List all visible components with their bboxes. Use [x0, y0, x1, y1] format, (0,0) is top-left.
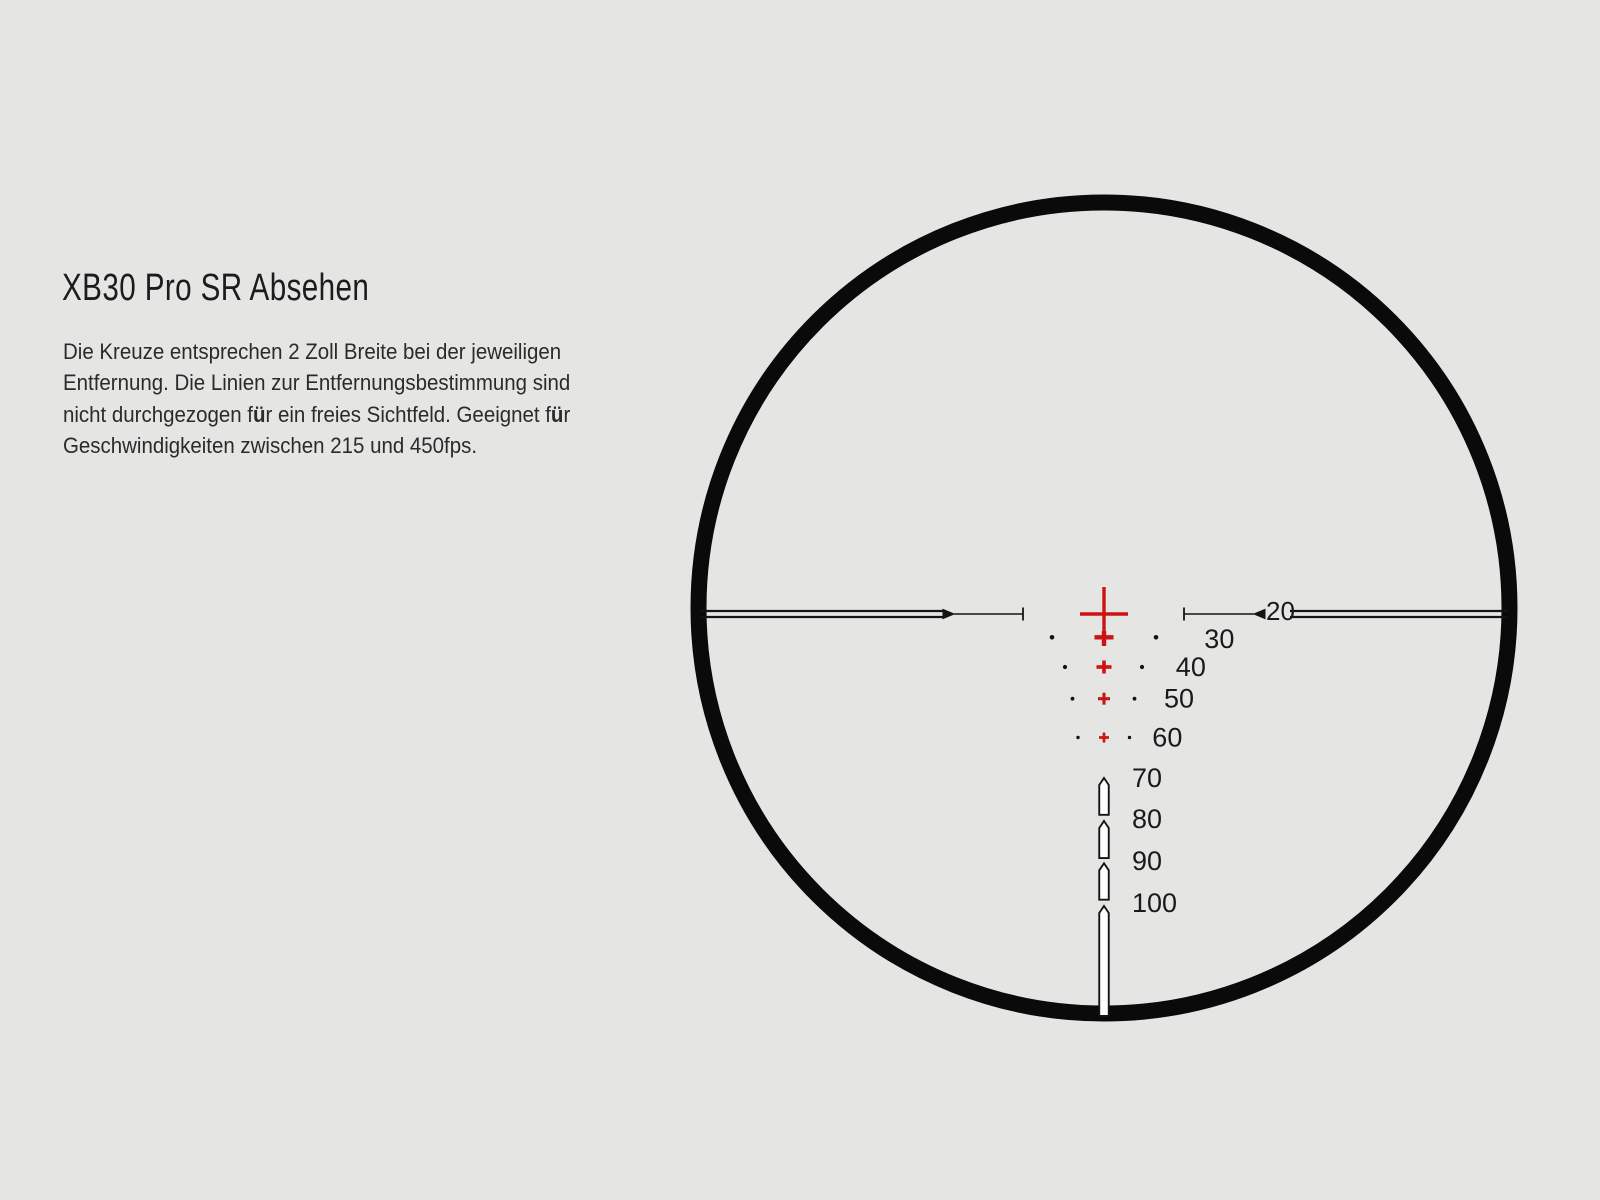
- svg-text:30: 30: [1204, 624, 1234, 654]
- svg-text:100: 100: [1132, 888, 1177, 918]
- svg-text:50: 50: [1164, 684, 1194, 714]
- svg-text:20: 20: [1266, 596, 1295, 626]
- svg-text:70: 70: [1132, 763, 1162, 793]
- svg-text:80: 80: [1132, 804, 1162, 834]
- svg-text:60: 60: [1152, 723, 1182, 753]
- svg-text:40: 40: [1176, 652, 1206, 682]
- svg-text:90: 90: [1132, 846, 1162, 876]
